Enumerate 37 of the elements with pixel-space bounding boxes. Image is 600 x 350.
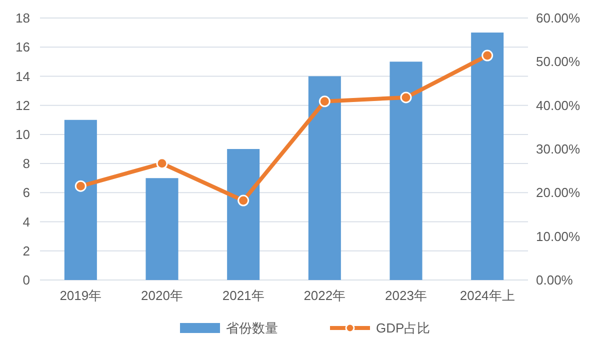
y2-tick-label: 60.00%	[536, 10, 581, 26]
point	[74, 180, 86, 192]
bar	[64, 120, 97, 280]
legend-label: GDP占比	[376, 320, 430, 336]
x-tick-label: 2020年	[141, 288, 183, 303]
y2-tick-label: 0.00%	[536, 272, 574, 288]
y-tick-label: 12	[16, 98, 30, 113]
y-tick-label: 0	[22, 272, 30, 288]
point	[238, 194, 250, 206]
x-tick-label: 2022年	[304, 288, 346, 303]
y2-tick-label: 30.00%	[536, 142, 581, 157]
y-tick-label: 4	[22, 214, 30, 230]
y2-tick-label: 40.00%	[536, 98, 581, 113]
y-tick-label: 14	[16, 68, 30, 84]
y2-tick-label: 20.00%	[536, 185, 581, 200]
x-tick-label: 2019年	[60, 288, 102, 303]
y-tick-label: 2	[22, 243, 30, 258]
point	[156, 158, 168, 170]
legend-label: 省份数量	[226, 320, 278, 336]
y-tick-label: 8	[22, 156, 30, 172]
bar	[227, 149, 260, 280]
bar	[146, 178, 178, 280]
point	[400, 92, 412, 104]
y-tick-label: 16	[16, 40, 30, 55]
y2-tick-label: 50.00%	[536, 54, 581, 70]
x-tick-label: 2024年上	[460, 288, 515, 303]
point	[318, 96, 330, 108]
bar	[308, 76, 341, 280]
y-tick-label: 18	[16, 10, 30, 26]
bar	[390, 62, 422, 280]
y-tick-label: 10	[16, 126, 30, 142]
x-tick-label: 2023年	[385, 288, 427, 303]
point	[482, 50, 494, 62]
x-tick-label: 2021年	[222, 288, 264, 303]
y-tick-label: 6	[22, 185, 30, 200]
bar	[471, 32, 504, 280]
y2-tick-label: 10.00%	[536, 228, 581, 244]
